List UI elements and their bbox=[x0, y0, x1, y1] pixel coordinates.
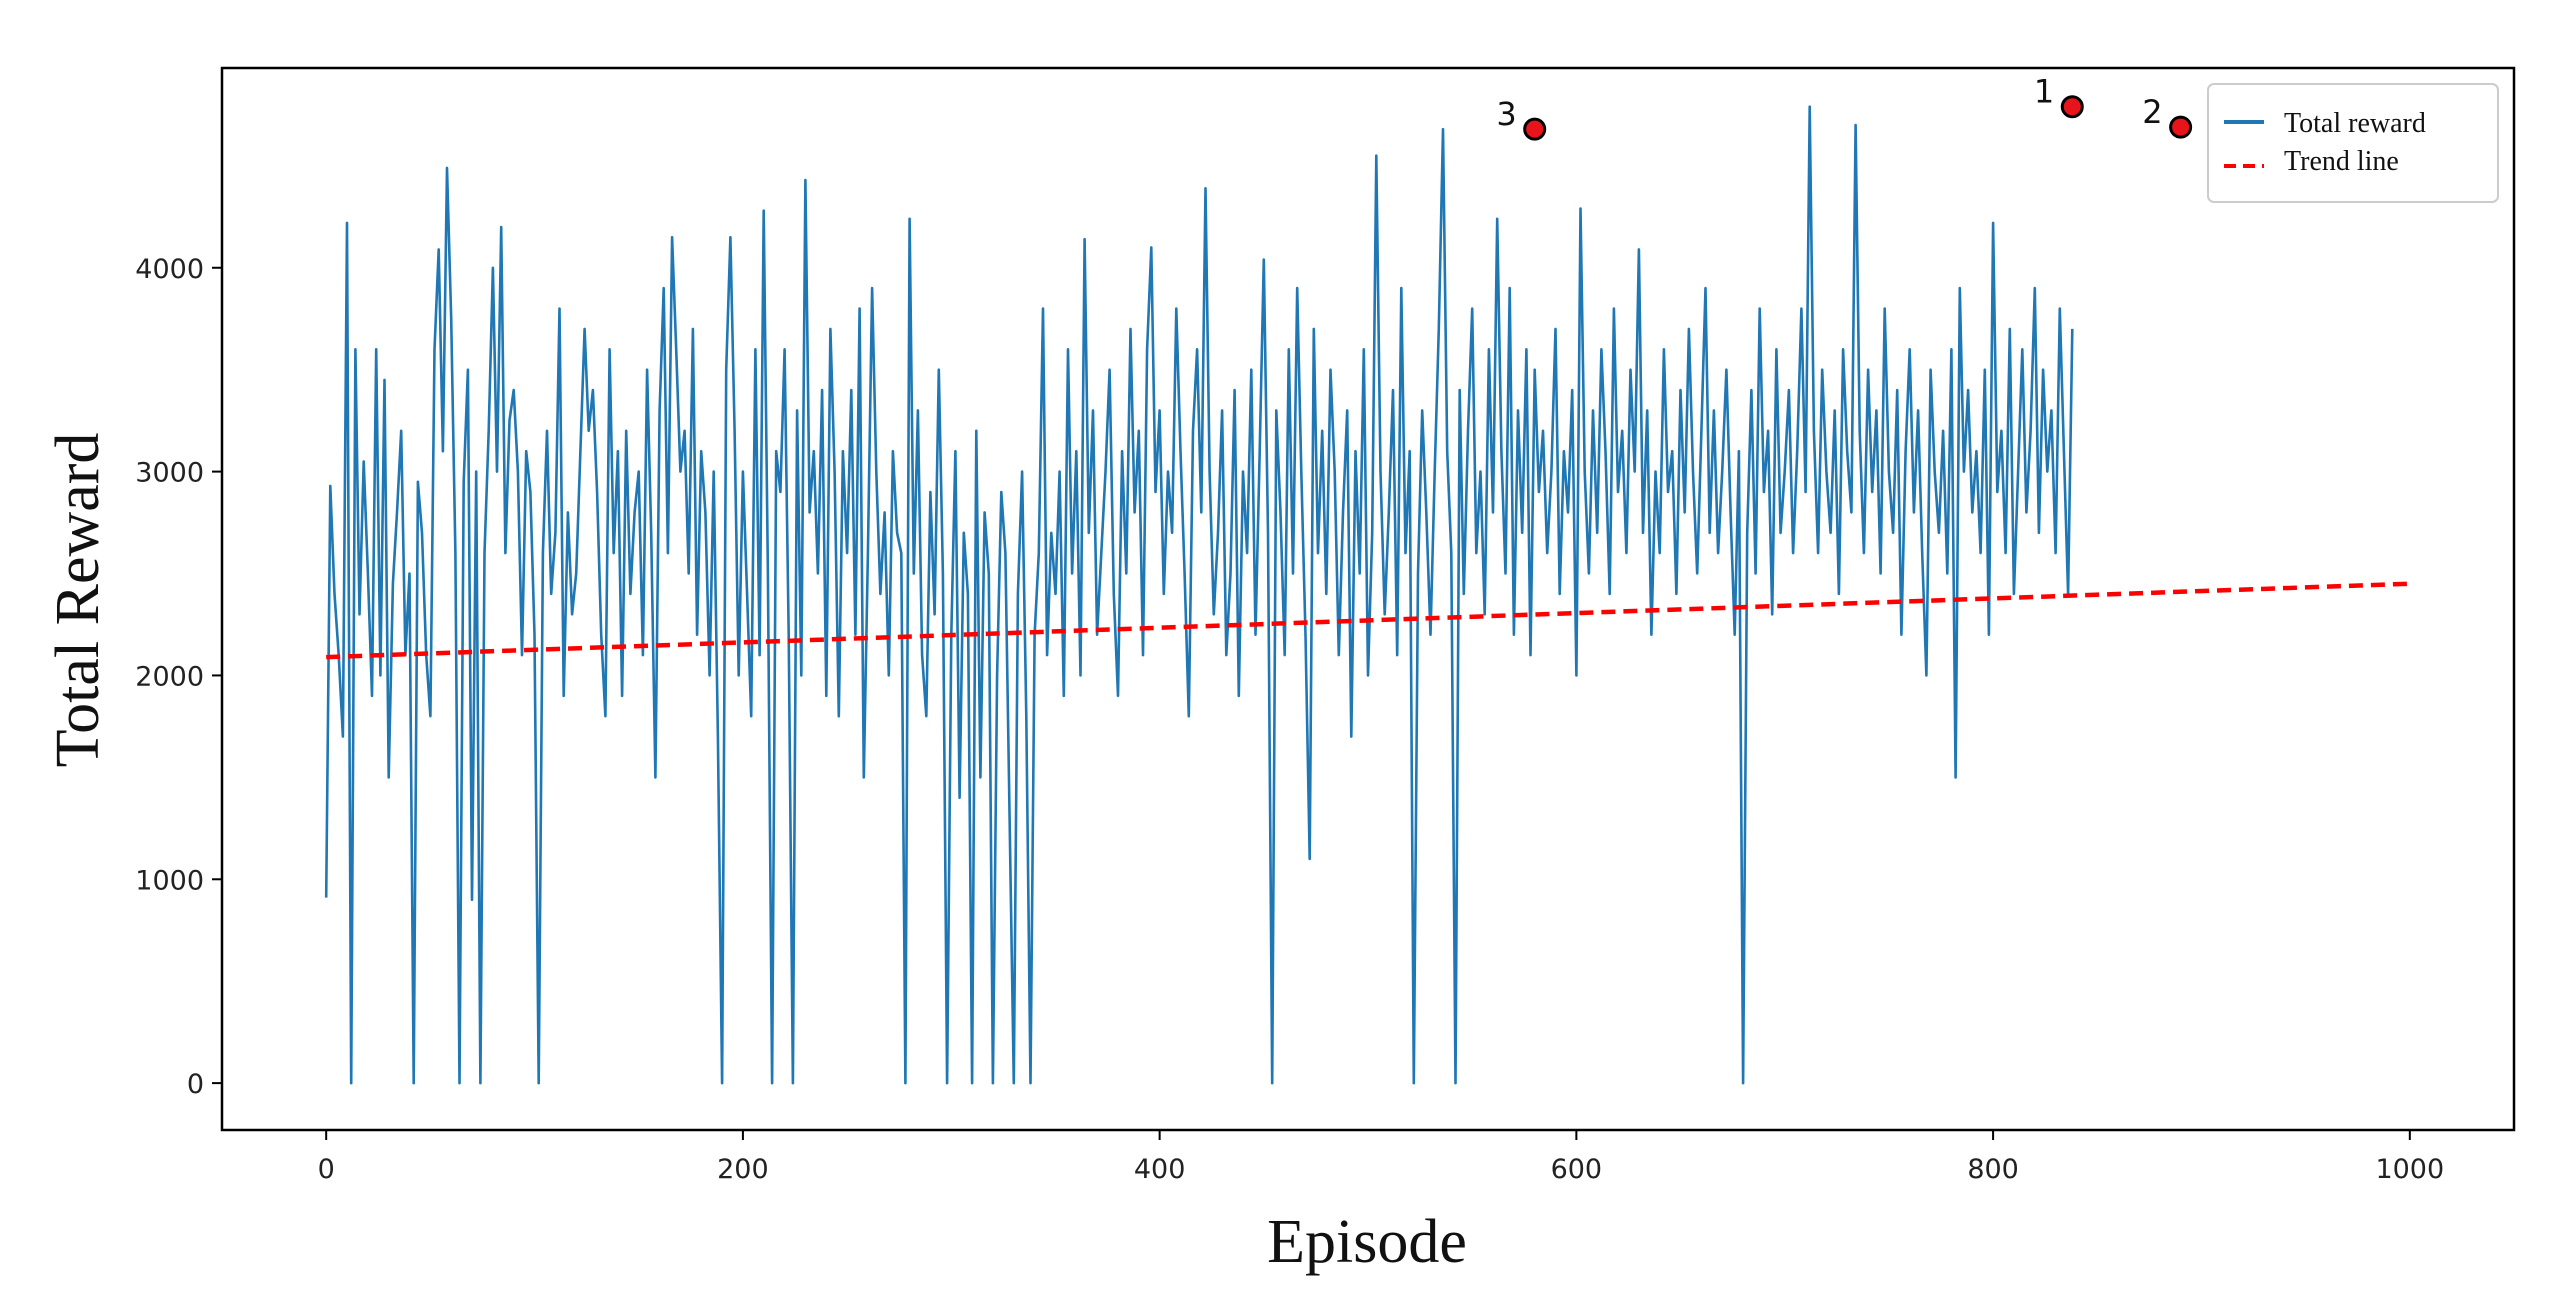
legend-box bbox=[2207, 83, 2499, 203]
x-tick-label: 200 bbox=[717, 1154, 769, 1185]
peak-label-1: 1 bbox=[2034, 73, 2054, 111]
x-tick-label: 400 bbox=[1134, 1154, 1186, 1185]
peak-marker-2 bbox=[2169, 115, 2193, 139]
y-axis-title: Total Reward bbox=[44, 433, 112, 768]
peak-label-2: 2 bbox=[2142, 93, 2162, 131]
peak-marker-3 bbox=[1523, 117, 1547, 141]
x-tick-label: 800 bbox=[1967, 1154, 2019, 1185]
legend-label-total-reward: Total reward bbox=[2284, 108, 2426, 139]
peak-marker-1 bbox=[2060, 95, 2084, 119]
series-trend-line bbox=[326, 581, 2410, 660]
peak-label-3: 3 bbox=[1496, 95, 1516, 133]
legend: Total reward Trend line bbox=[2207, 83, 2499, 203]
y-tick-label: 0 bbox=[187, 1069, 204, 1100]
plot-frame bbox=[220, 66, 2516, 1132]
y-tick-label: 2000 bbox=[135, 661, 204, 692]
x-tick-label: 1000 bbox=[2375, 1154, 2444, 1185]
y-tick-label: 1000 bbox=[135, 865, 204, 896]
x-tick-label: 600 bbox=[1551, 1154, 1603, 1185]
legend-label-trend-line: Trend line bbox=[2284, 146, 2399, 177]
x-tick-label: 0 bbox=[318, 1154, 335, 1185]
y-tick-label: 3000 bbox=[135, 458, 204, 489]
series-total-reward bbox=[324, 105, 2074, 1085]
ticks-layer: 0 200 400 600 800 1000 0 1000 2000 3000 4000 bbox=[135, 254, 2444, 1185]
x-axis-title: Episode bbox=[1267, 1208, 1467, 1276]
series-layer bbox=[324, 105, 2410, 1085]
annotation-layer: 1 2 3 bbox=[1496, 73, 2193, 141]
y-tick-label: 4000 bbox=[135, 254, 204, 285]
